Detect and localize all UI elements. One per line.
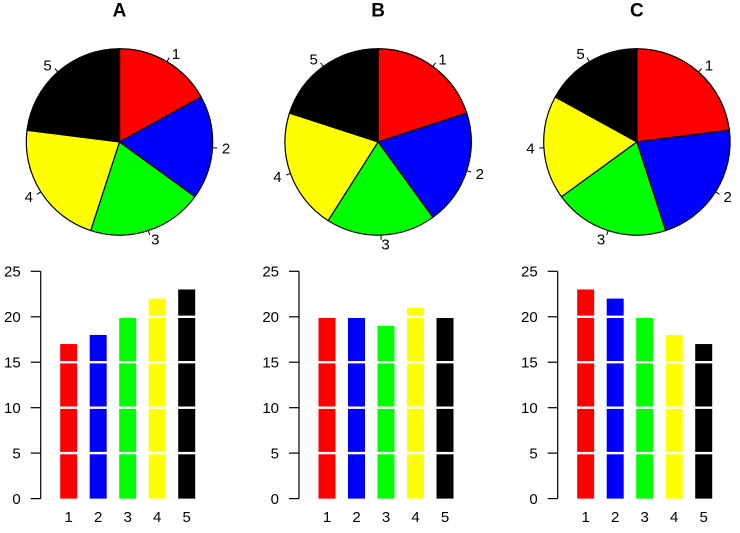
svg-text:3: 3 [597, 232, 605, 249]
svg-text:4: 4 [273, 169, 281, 186]
svg-text:10: 10 [521, 400, 538, 417]
svg-text:2: 2 [476, 166, 484, 183]
svg-text:20: 20 [521, 309, 538, 326]
svg-text:1: 1 [172, 46, 180, 63]
svg-text:4: 4 [526, 141, 534, 158]
svg-text:5: 5 [12, 445, 20, 462]
svg-text:5: 5 [576, 46, 584, 63]
svg-text:2: 2 [611, 509, 619, 526]
svg-text:20: 20 [4, 309, 21, 326]
svg-text:1: 1 [582, 509, 590, 526]
svg-text:4: 4 [411, 509, 419, 526]
svg-text:5: 5 [309, 51, 317, 68]
svg-text:15: 15 [262, 355, 279, 372]
svg-text:5: 5 [271, 445, 279, 462]
svg-text:5: 5 [441, 509, 449, 526]
svg-text:3: 3 [151, 232, 159, 249]
svg-text:15: 15 [4, 355, 21, 372]
svg-text:10: 10 [4, 400, 21, 417]
svg-text:10: 10 [262, 400, 279, 417]
svg-text:2: 2 [723, 189, 731, 206]
svg-text:0: 0 [12, 491, 20, 508]
svg-text:25: 25 [4, 264, 21, 281]
svg-text:4: 4 [153, 509, 161, 526]
svg-text:5: 5 [183, 509, 191, 526]
svg-text:4: 4 [25, 189, 33, 206]
svg-text:0: 0 [271, 491, 279, 508]
svg-text:1: 1 [705, 57, 713, 74]
svg-text:A: A [113, 1, 127, 22]
svg-text:0: 0 [529, 491, 537, 508]
svg-text:1: 1 [65, 509, 73, 526]
svg-text:4: 4 [670, 509, 678, 526]
svg-text:5: 5 [700, 509, 708, 526]
svg-text:5: 5 [43, 57, 51, 74]
svg-text:5: 5 [529, 445, 537, 462]
svg-text:3: 3 [382, 509, 390, 526]
svg-text:B: B [371, 1, 385, 22]
svg-text:1: 1 [323, 509, 331, 526]
svg-text:2: 2 [222, 141, 230, 158]
svg-text:C: C [630, 1, 644, 22]
svg-text:3: 3 [381, 237, 389, 254]
svg-text:25: 25 [262, 264, 279, 281]
svg-text:25: 25 [521, 264, 538, 281]
svg-text:15: 15 [521, 355, 538, 372]
svg-text:3: 3 [124, 509, 132, 526]
svg-text:3: 3 [641, 509, 649, 526]
svg-text:2: 2 [94, 509, 102, 526]
svg-text:1: 1 [438, 51, 446, 68]
svg-text:20: 20 [262, 309, 279, 326]
svg-text:2: 2 [352, 509, 360, 526]
